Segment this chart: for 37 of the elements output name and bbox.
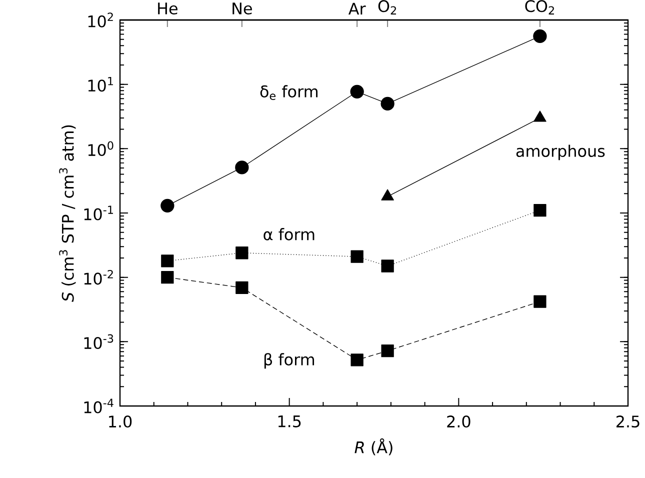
x-tick-label: 1.0 <box>109 416 132 428</box>
point <box>350 354 364 366</box>
point <box>160 198 174 212</box>
y-tick-label: 10$^{1}$ <box>88 77 113 92</box>
y-tick-label: 10$^{-2}$ <box>84 270 113 285</box>
x-axis-title: R (Å) <box>354 438 392 456</box>
x-tick-label: 2.0 <box>447 416 470 428</box>
point <box>350 84 364 98</box>
x2-tick-label: CO$_{2}$ <box>525 0 554 14</box>
point <box>161 254 174 268</box>
series-label: α form <box>264 228 314 240</box>
point <box>380 96 394 111</box>
x-tick-label: 2.5 <box>616 416 640 428</box>
y-tick-label: 10$^{0}$ <box>88 141 114 156</box>
x2-tick-label: O$_{2}$ <box>378 0 396 14</box>
point <box>381 260 394 272</box>
point <box>533 29 547 44</box>
point <box>381 344 394 358</box>
point <box>235 160 249 174</box>
point <box>534 295 546 308</box>
y-tick-label: 10$^{2}$ <box>88 12 113 28</box>
x2-tick-label: He <box>158 2 178 14</box>
y-tick-label: 10$^{-4}$ <box>84 398 114 414</box>
point <box>236 281 248 294</box>
point <box>534 204 546 217</box>
y-tick-label: 10$^{-3}$ <box>84 334 114 350</box>
series-label: β form <box>264 353 314 369</box>
x-tick-label: 1.5 <box>278 415 301 428</box>
legend-label: amorphous <box>516 144 605 160</box>
x2-tick-label: Ne <box>232 2 252 14</box>
y-axis-title: S (cm$^{3}$ STP / cm$^{3}$ atm) <box>59 125 76 302</box>
point <box>350 250 364 263</box>
point <box>236 246 248 260</box>
point <box>161 271 174 284</box>
y-tick-label: 10$^{-1}$ <box>84 206 113 220</box>
x2-tick-label: Ar <box>348 2 366 14</box>
series-label: δ$_{e}$ form <box>260 85 318 100</box>
